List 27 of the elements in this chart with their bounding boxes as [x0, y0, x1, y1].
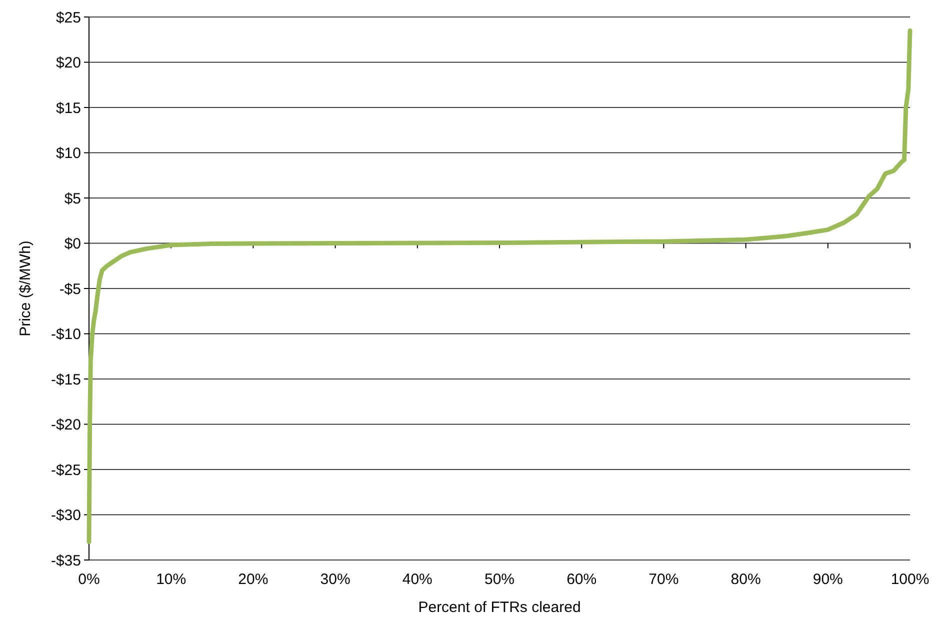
x-tick-label: 60%	[566, 571, 597, 588]
x-tick-label: 80%	[730, 571, 761, 588]
x-tick-label: 10%	[156, 571, 186, 588]
y-axis-title: Price ($/MWh)	[17, 240, 34, 336]
y-tick-label: -$35	[50, 552, 81, 570]
x-tick-label: 40%	[402, 571, 432, 588]
y-tick-label: $0	[64, 236, 81, 252]
x-tick-label: 20%	[238, 571, 268, 588]
y-tick-label: -$10	[50, 326, 81, 343]
y-tick-label: $5	[64, 190, 81, 208]
x-tick-label: 70%	[648, 571, 679, 588]
x-tick-label: 100%	[890, 571, 930, 588]
x-tick-label: 90%	[812, 571, 843, 588]
x-tick-label: 0%	[78, 571, 100, 588]
x-axis-title: Percent of FTRs cleared	[418, 599, 581, 616]
y-tick-label: -$30	[50, 507, 81, 524]
y-tick-label: $20	[56, 54, 81, 72]
y-tick-label: $25	[56, 9, 81, 26]
y-tick-label: -$15	[50, 371, 81, 388]
y-tick-label: $10	[56, 145, 81, 162]
y-tick-label: -$20	[50, 416, 81, 434]
y-tick-label: -$5	[59, 280, 81, 298]
x-tick-label: 30%	[320, 571, 350, 588]
y-tick-label: -$25	[50, 462, 81, 479]
x-tick-label: 50%	[484, 571, 515, 588]
y-tick-label: $15	[56, 100, 81, 117]
line-series	[86, 28, 912, 544]
